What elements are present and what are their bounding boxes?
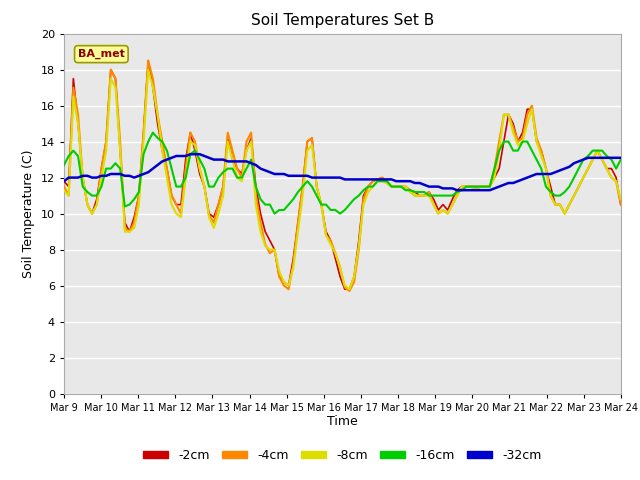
Title: Soil Temperatures Set B: Soil Temperatures Set B xyxy=(251,13,434,28)
X-axis label: Time: Time xyxy=(327,415,358,429)
Text: BA_met: BA_met xyxy=(78,49,125,59)
Legend: -2cm, -4cm, -8cm, -16cm, -32cm: -2cm, -4cm, -8cm, -16cm, -32cm xyxy=(138,444,547,467)
Y-axis label: Soil Temperature (C): Soil Temperature (C) xyxy=(22,149,35,278)
